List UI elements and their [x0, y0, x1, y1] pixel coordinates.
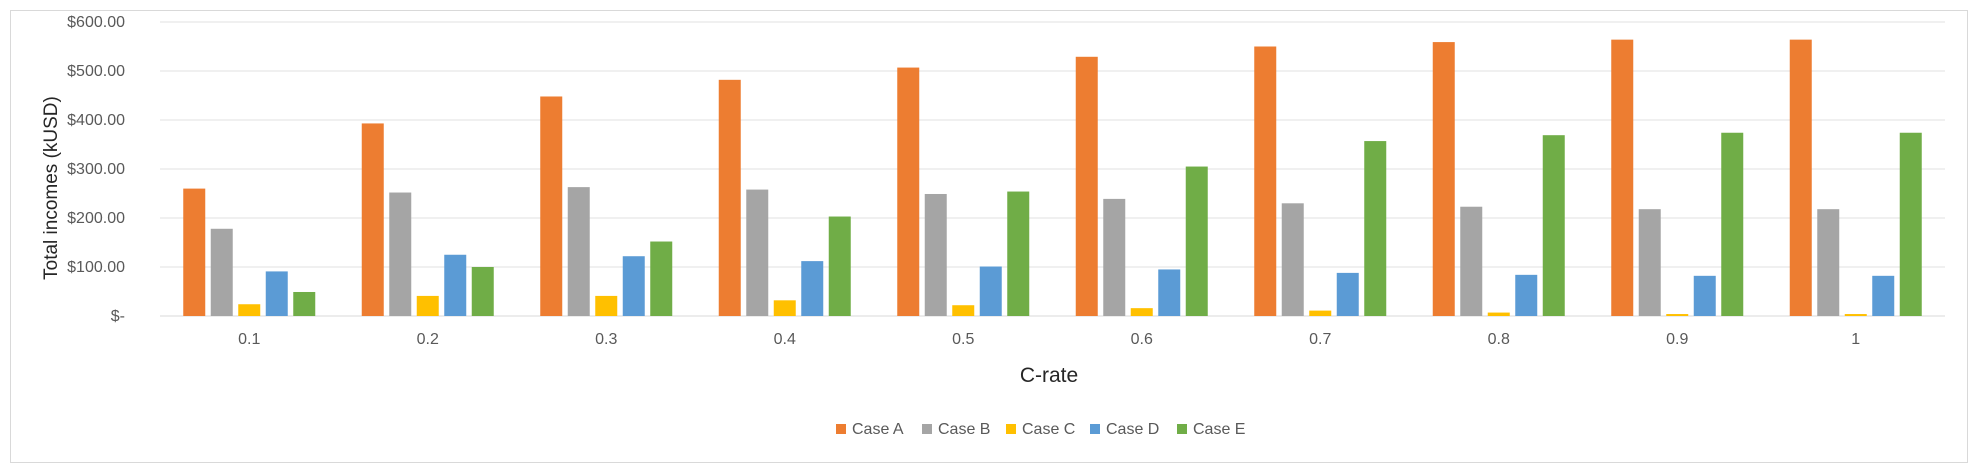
legend-swatch-case-e — [1177, 424, 1187, 434]
bar-case-c-0.4 — [773, 300, 796, 316]
bar-case-e-1 — [1899, 132, 1922, 316]
bar-case-d-0.9 — [1693, 275, 1716, 316]
bar-case-a-0.2 — [361, 123, 384, 317]
bar-case-e-0.4 — [828, 216, 851, 316]
y-tick-label: $500.00 — [67, 63, 125, 80]
x-tick-label: 0.5 — [952, 331, 974, 348]
bar-case-e-0.1 — [293, 291, 316, 316]
bar-case-e-0.2 — [471, 267, 494, 316]
legend-swatch-case-d — [1090, 424, 1100, 434]
bar-case-b-0.2 — [389, 192, 412, 316]
bar-case-e-0.6 — [1185, 166, 1208, 316]
legend-label: Case A — [852, 421, 904, 438]
bar-case-a-0.4 — [718, 79, 741, 316]
y-tick-label: $300.00 — [67, 161, 125, 178]
x-tick-label: 0.4 — [774, 331, 796, 348]
bar-case-b-0.6 — [1103, 198, 1126, 316]
bar-case-c-0.5 — [952, 305, 975, 316]
bar-case-c-0.7 — [1309, 310, 1332, 316]
x-tick-label: 0.3 — [595, 331, 617, 348]
y-tick-label: $400.00 — [67, 112, 125, 129]
bar-case-c-1 — [1844, 314, 1867, 316]
bar-case-b-0.7 — [1281, 203, 1304, 316]
bar-case-d-0.5 — [979, 266, 1002, 316]
bar-case-c-0.3 — [595, 295, 618, 316]
legend-label: Case E — [1193, 421, 1245, 438]
bar-case-a-0.5 — [897, 67, 920, 316]
x-axis-ticks: 0.1 0.2 0.3 0.4 0.5 0.6 0.7 0.8 0.9 1 — [238, 331, 1860, 348]
x-tick-label: 0.1 — [238, 331, 260, 348]
bar-case-e-0.7 — [1364, 141, 1387, 316]
bar-case-b-0.8 — [1460, 206, 1483, 316]
bar-case-e-0.9 — [1721, 132, 1744, 316]
legend-label: Case D — [1106, 421, 1159, 438]
legend-swatch-case-b — [922, 424, 932, 434]
x-tick-label: 0.7 — [1309, 331, 1331, 348]
y-axis-title: Total incomes (kUSD) — [41, 96, 62, 280]
x-tick-label: 0.2 — [417, 331, 439, 348]
legend-swatch-case-a — [836, 424, 846, 434]
bar-case-e-0.3 — [650, 241, 673, 316]
bar-case-d-0.2 — [444, 254, 467, 316]
y-axis-ticks: $- $100.00 $200.00 $300.00 $400.00 $500.00 $60… — [67, 14, 125, 325]
bar-case-d-1 — [1872, 275, 1895, 316]
legend: Case A Case B Case C Case D Case E — [836, 421, 1245, 438]
y-tick-label: $100.00 — [67, 259, 125, 276]
bar-case-c-0.9 — [1666, 314, 1689, 316]
x-tick-label: 0.8 — [1488, 331, 1510, 348]
x-axis-title: C-rate — [1020, 364, 1078, 387]
bar-case-d-0.3 — [622, 256, 645, 316]
bar-case-b-0.5 — [924, 193, 947, 316]
x-tick-label: 0.9 — [1666, 331, 1688, 348]
legend-label: Case C — [1022, 421, 1075, 438]
bar-case-b-0.3 — [567, 187, 590, 316]
legend-label: Case B — [938, 421, 990, 438]
bar-case-d-0.1 — [265, 271, 288, 316]
bar-case-d-0.8 — [1515, 274, 1538, 316]
bar-case-b-1 — [1817, 209, 1840, 316]
bar-case-e-0.8 — [1542, 135, 1565, 316]
bar-case-c-0.8 — [1487, 312, 1510, 316]
x-tick-label: 1 — [1851, 331, 1860, 348]
bar-case-d-0.6 — [1158, 269, 1181, 316]
bar-case-a-1 — [1789, 39, 1812, 316]
bar-series-group — [183, 39, 1922, 317]
x-tick-label: 0.6 — [1131, 331, 1153, 348]
legend-swatch-case-c — [1006, 424, 1016, 434]
bar-case-d-0.4 — [801, 261, 824, 316]
bar-case-a-0.9 — [1611, 39, 1634, 316]
bar-case-a-0.7 — [1254, 46, 1277, 316]
y-tick-label: $200.00 — [67, 210, 125, 227]
bar-case-e-0.5 — [1007, 191, 1030, 316]
bar-case-c-0.1 — [238, 304, 261, 316]
gridlines — [160, 21, 1945, 317]
bar-case-b-0.9 — [1638, 209, 1661, 316]
bar-case-a-0.6 — [1075, 56, 1098, 316]
bar-case-c-0.2 — [416, 295, 439, 316]
bar-case-d-0.7 — [1336, 272, 1359, 316]
y-tick-label: $- — [111, 308, 125, 325]
bar-case-a-0.3 — [540, 96, 563, 316]
bar-case-a-0.1 — [183, 188, 206, 316]
y-tick-label: $600.00 — [67, 14, 125, 31]
bar-case-b-0.4 — [746, 189, 769, 316]
bar-case-b-0.1 — [210, 228, 233, 316]
bar-case-c-0.6 — [1130, 308, 1153, 316]
bar-case-a-0.8 — [1432, 42, 1455, 317]
